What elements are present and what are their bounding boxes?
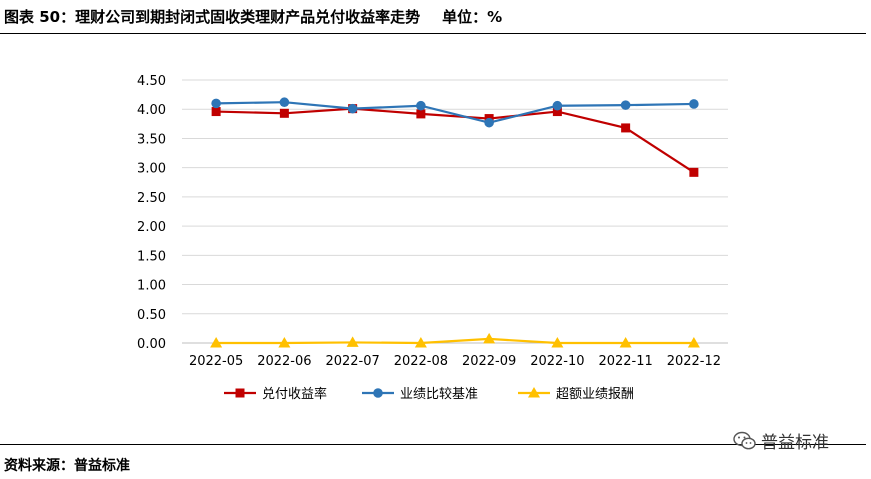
y-tick-label: 0.50 — [137, 308, 166, 323]
x-axis: 2022-05 2022-06 2022-07 2022-08 2022-09 2022-… — [182, 342, 728, 369]
x-tick-label: 2022-09 — [462, 354, 516, 369]
x-tick-label: 2022-07 — [325, 354, 379, 369]
data-point — [347, 103, 358, 114]
data-point — [620, 100, 631, 110]
data-point — [619, 337, 632, 348]
legend-item: 超额业绩报酬 — [518, 387, 634, 402]
bottom-rule — [0, 444, 866, 445]
series-2 — [211, 97, 699, 128]
y-tick-label: 0.00 — [137, 337, 166, 352]
data-point — [414, 337, 427, 348]
grid-lines — [182, 79, 728, 315]
data-point — [552, 107, 562, 117]
data-point — [689, 167, 699, 177]
x-tick-label: 2022-06 — [257, 354, 311, 369]
x-tick-label: 2022-12 — [667, 354, 721, 369]
figure-title-text: 图表 50：理财公司到期封闭式固收类理财产品兑付收益率走势 — [4, 8, 421, 26]
data-point — [235, 388, 245, 398]
series-3 — [210, 332, 700, 348]
data-point — [687, 337, 700, 348]
series-line — [216, 107, 695, 174]
line-chart: 0.00 0.50 1.00 1.50 2.00 2.50 3.00 3.50 4.00 4.50… — [137, 74, 728, 402]
data-point — [551, 337, 564, 348]
data-point — [278, 337, 291, 348]
x-tick-label: 2022-11 — [598, 354, 652, 369]
unit-label: 单位：% — [442, 8, 503, 26]
data-point — [210, 337, 223, 348]
wechat-icon — [733, 431, 756, 449]
y-tick-label: 1.00 — [137, 279, 166, 294]
data-point — [416, 109, 426, 119]
series-line — [216, 337, 694, 345]
data-point — [416, 100, 426, 111]
watermark-text: 普益标准 — [761, 433, 829, 453]
legend-item: 兑付收益率 — [224, 386, 327, 402]
data-point — [279, 108, 289, 118]
series-line — [216, 101, 694, 124]
data-point — [689, 99, 699, 109]
data-point — [279, 97, 290, 108]
y-tick-label: 3.50 — [137, 132, 166, 147]
y-tick-label: 2.00 — [137, 220, 166, 235]
data-point — [621, 123, 631, 133]
data-point — [484, 117, 494, 128]
data-point — [483, 332, 496, 344]
y-tick-label: 4.00 — [137, 103, 166, 118]
x-tick-label: 2022-08 — [394, 354, 448, 369]
watermark: 普益标准 — [733, 428, 829, 453]
x-tick-label: 2022-10 — [530, 354, 584, 369]
data-point — [528, 387, 540, 398]
data-point — [552, 100, 563, 111]
y-tick-label: 4.50 — [137, 74, 166, 89]
top-rule — [0, 33, 866, 34]
y-tick-label: 3.00 — [137, 162, 166, 177]
y-tick-label: 2.50 — [137, 191, 166, 206]
data-point — [211, 107, 221, 117]
data-point — [346, 336, 359, 347]
y-axis: 0.00 0.50 1.00 1.50 2.00 2.50 3.00 3.50 4.00 4.50 — [137, 74, 166, 352]
source-note: 资料来源：普益标准 — [4, 458, 130, 474]
data-point — [373, 388, 383, 398]
legend: 兑付收益率 业绩比较基准 超额业绩报酬 — [224, 386, 634, 402]
legend-label: 兑付收益率 — [262, 386, 327, 402]
data-point — [211, 98, 221, 109]
legend-label: 业绩比较基准 — [400, 387, 478, 402]
series-group — [210, 97, 700, 348]
figure-title: 图表 50：理财公司到期封闭式固收类理财产品兑付收益率走势 单位：% — [4, 6, 502, 27]
legend-label: 超额业绩报酬 — [556, 387, 634, 402]
y-tick-label: 1.50 — [137, 249, 166, 264]
legend-item: 业绩比较基准 — [362, 387, 478, 402]
x-tick-label: 2022-05 — [189, 354, 243, 369]
